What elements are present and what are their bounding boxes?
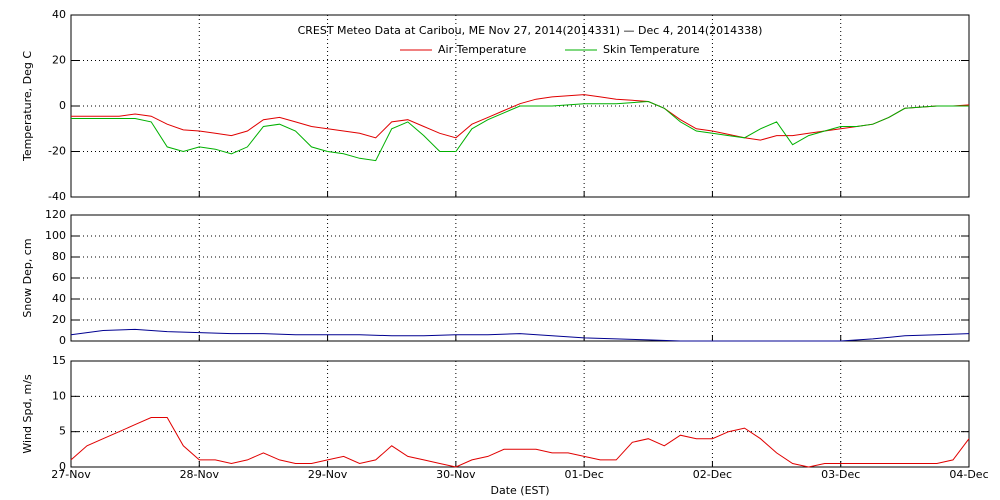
y-axis-label: Wind Spd, m/s [21, 374, 34, 454]
y-tick-label: 10 [52, 389, 66, 402]
x-tick-label: 29-Nov [308, 468, 348, 481]
y-tick-label: 0 [59, 334, 66, 347]
x-tick-label: 30-Nov [436, 468, 476, 481]
series-line [71, 100, 969, 162]
y-tick-label: 80 [52, 250, 66, 263]
y-tick-label: 40 [52, 8, 66, 21]
series-line [70, 417, 970, 468]
plot-frame [70, 214, 970, 342]
chart-title: CREST Meteo Data at Caribou, ME Nov 27, … [298, 24, 763, 37]
y-tick-label: 20 [52, 313, 66, 326]
x-tick-label: 02-Dec [693, 468, 732, 481]
x-tick-label: 04-Dec [949, 468, 988, 481]
y-tick-label: 0 [59, 460, 66, 473]
y-tick-label: 100 [45, 229, 66, 242]
x-tick-label: 03-Dec [821, 468, 860, 481]
x-tick-label: 27-Nov [51, 468, 91, 481]
y-tick-label: -20 [48, 145, 66, 158]
x-tick-label: 28-Nov [180, 468, 220, 481]
y-tick-label: 20 [52, 54, 66, 67]
legend-label: Air Temperature [438, 43, 527, 56]
y-tick-label: -40 [48, 190, 66, 203]
y-tick-label: 40 [52, 292, 66, 305]
y-axis-label: Temperature, Deg C [21, 51, 34, 162]
y-tick-label: 15 [52, 354, 66, 367]
y-tick-label: 60 [52, 271, 66, 284]
series-line [70, 328, 970, 342]
y-tick-label: 120 [45, 208, 66, 221]
x-tick-label: 01-Dec [565, 468, 604, 481]
y-tick-label: 0 [59, 99, 66, 112]
x-axis-label: Date (EST) [490, 484, 549, 497]
series-line [71, 94, 970, 141]
legend-label: Skin Temperature [603, 43, 700, 56]
y-axis-label: Snow Dep, cm [21, 238, 34, 317]
plot-frame [70, 360, 970, 468]
y-tick-label: 5 [59, 425, 66, 438]
